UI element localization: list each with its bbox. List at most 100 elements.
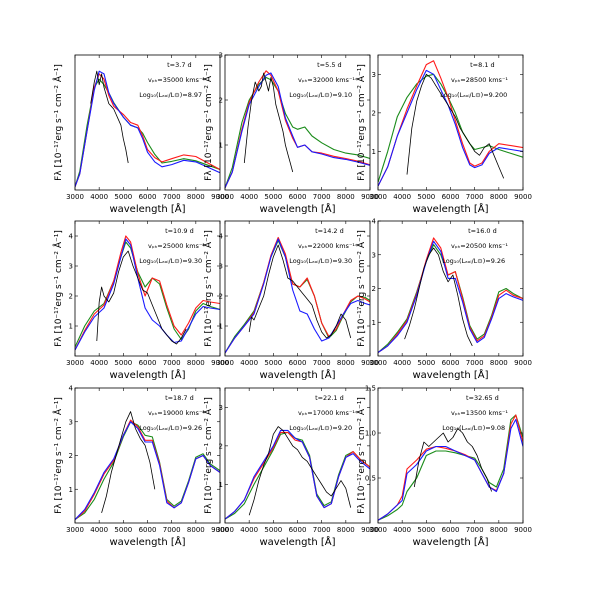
y-tick-label: 4 <box>69 385 74 393</box>
x-tick-label: 6000 <box>442 359 460 367</box>
x-tick-label: 8000 <box>187 193 205 201</box>
velocity-annotation: vₚₕ=13500 kms⁻¹ <box>451 409 508 417</box>
y-tick-label: 2 <box>372 109 376 117</box>
x-tick-label: 4000 <box>240 526 258 534</box>
x-tick-label: 8000 <box>490 359 508 367</box>
series-observed-line <box>406 73 505 179</box>
series-observed-line <box>96 250 187 345</box>
series-blue-line <box>75 238 220 351</box>
x-tick-label: 9000 <box>514 526 532 534</box>
y-axis-label: Fλ [10⁻¹⁷erg s⁻¹ cm⁻² Å⁻¹] <box>52 64 64 181</box>
x-tick-label: 6000 <box>289 359 307 367</box>
luminosity-annotation: Log₁₀(Lₐₒₗ/L⊙)=8.97 <box>139 91 202 99</box>
x-tick-label: 7000 <box>466 359 484 367</box>
x-tick-label: 6000 <box>139 359 157 367</box>
y-axis-label: Fλ [10⁻¹⁷erg s⁻¹ cm⁻² Å⁻¹] <box>202 64 214 181</box>
time-annotation: t=5.5 d <box>317 61 342 69</box>
x-tick-label: 7000 <box>163 526 181 534</box>
luminosity-annotation: Log₁₀(Lₐₒₗ/L⊙)=9.26 <box>442 257 505 265</box>
time-annotation: t=18.7 d <box>165 394 194 402</box>
x-tick-label: 5000 <box>264 193 282 201</box>
velocity-annotation: vₚₕ=19000 kms⁻¹ <box>148 409 205 417</box>
series-red-line <box>75 419 220 521</box>
panel-3: 3000 4000 5000 6000 7000 8000 9000 1 2 3 wavelengt… <box>355 54 532 215</box>
x-axis-label: wavelength [Å] <box>109 202 185 215</box>
y-tick-label: 1 <box>219 142 223 150</box>
panel-8: 3000 4000 5000 6000 7000 8000 9000 1 2 3 wavelengt… <box>202 387 379 548</box>
time-annotation: t=22.1 d <box>315 394 344 402</box>
series-observed-line <box>413 428 492 492</box>
x-tick-label: 3000 <box>66 193 84 201</box>
velocity-annotation: vₚₕ=17000 kms⁻¹ <box>298 409 355 417</box>
x-tick-label: 5000 <box>417 526 435 534</box>
x-tick-label: 7000 <box>313 193 331 201</box>
luminosity-annotation: Log₁₀(Lₐₒₗ/L⊙)=9.30 <box>289 257 352 265</box>
panel-4: 3000 4000 5000 6000 7000 8000 9000 1 2 3 4 waveleng… <box>52 220 229 381</box>
series-blue-line <box>378 418 523 521</box>
luminosity-annotation: Log₁₀(Lₐₒₗ/L⊙)=9.20 <box>289 424 352 432</box>
x-tick-label: 4000 <box>393 359 411 367</box>
luminosity-annotation: Log₁₀(Lₐₒₗ/L⊙)=9.08 <box>442 424 505 432</box>
x-tick-label: 6000 <box>289 193 307 201</box>
y-tick-label: 1 <box>69 486 73 494</box>
series-blue-line <box>378 69 523 187</box>
x-tick-label: 7000 <box>313 359 331 367</box>
y-axis-label: Fλ [10⁻¹⁷erg s⁻¹ cm⁻² Å⁻¹] <box>202 397 214 514</box>
x-axis-label: wavelength [Å] <box>109 368 185 381</box>
x-tick-label: 8000 <box>187 526 205 534</box>
x-axis-label: wavelength [Å] <box>412 202 488 215</box>
y-tick-label: 1 <box>372 148 376 156</box>
series-red-line <box>225 236 370 354</box>
series-blue-line <box>225 72 370 189</box>
series-observed-line <box>248 244 352 339</box>
series-red-line <box>378 60 523 187</box>
x-axis-label: wavelength [Å] <box>412 368 488 381</box>
y-tick-label: 3 <box>372 71 376 79</box>
x-tick-label: 5000 <box>417 359 435 367</box>
panel-2: 3000 4000 5000 6000 7000 8000 9000 1 2 3 wavelengt… <box>202 52 379 216</box>
series-blue-line <box>378 240 523 354</box>
series-observed-line <box>101 411 156 514</box>
x-tick-label: 3000 <box>66 359 84 367</box>
x-tick-label: 7000 <box>466 193 484 201</box>
x-tick-label: 5000 <box>417 193 435 201</box>
panel-6: 3000 4000 5000 6000 7000 8000 9000 1 2 3 4 waveleng… <box>355 218 532 382</box>
x-tick-label: 9000 <box>361 526 379 534</box>
panel-9: 3000 4000 5000 6000 7000 8000 9000 0.5 1.0 1.5 wav… <box>355 385 532 549</box>
y-tick-label: 3 <box>69 263 73 271</box>
x-tick-label: 7000 <box>466 526 484 534</box>
x-axis-label: wavelength [Å] <box>412 535 488 548</box>
y-tick-label: 1 <box>69 323 73 331</box>
y-tick-label: 2 <box>219 97 223 105</box>
x-tick-label: 6000 <box>289 526 307 534</box>
series-red-line <box>225 431 370 520</box>
panel-1: 3000 4000 5000 6000 7000 8000 9000 wavelength [… <box>52 54 229 215</box>
y-tick-label: 3 <box>219 52 223 60</box>
time-annotation: t=3.7 d <box>167 61 192 69</box>
y-tick-label: 4 <box>219 233 224 241</box>
x-tick-label: 9000 <box>514 359 532 367</box>
x-tick-label: 3000 <box>66 526 84 534</box>
x-tick-label: 7000 <box>163 359 181 367</box>
x-tick-label: 9000 <box>211 526 229 534</box>
x-axis-label: wavelength [Å] <box>259 535 335 548</box>
luminosity-annotation: Log₁₀(Lₐₒₗ/L⊙)=9.10 <box>289 91 352 99</box>
x-tick-label: 3000 <box>216 193 234 201</box>
y-tick-label: 2 <box>219 442 223 450</box>
time-annotation: t=14.2 d <box>315 227 344 235</box>
x-axis-label: wavelength [Å] <box>259 368 335 381</box>
x-tick-label: 9000 <box>514 193 532 201</box>
x-tick-label: 4000 <box>393 193 411 201</box>
y-tick-label: 1.5 <box>365 385 376 393</box>
series-green-line <box>225 76 370 188</box>
y-tick-label: 2 <box>219 293 223 301</box>
time-annotation: t=8.1 d <box>470 61 495 69</box>
velocity-annotation: vₚₕ=20500 kms⁻¹ <box>451 242 508 250</box>
velocity-annotation: vₚₕ=25000 kms⁻¹ <box>148 242 205 250</box>
velocity-annotation: vₚₕ=32000 kms⁻¹ <box>298 76 355 84</box>
series-blue-line <box>75 421 220 520</box>
luminosity-annotation: Log₁₀(Lₐₒₗ/L⊙)=9.200 <box>440 91 507 99</box>
x-tick-label: 8000 <box>337 193 355 201</box>
series-observed-line <box>90 70 129 164</box>
y-tick-label: 1 <box>372 319 376 327</box>
